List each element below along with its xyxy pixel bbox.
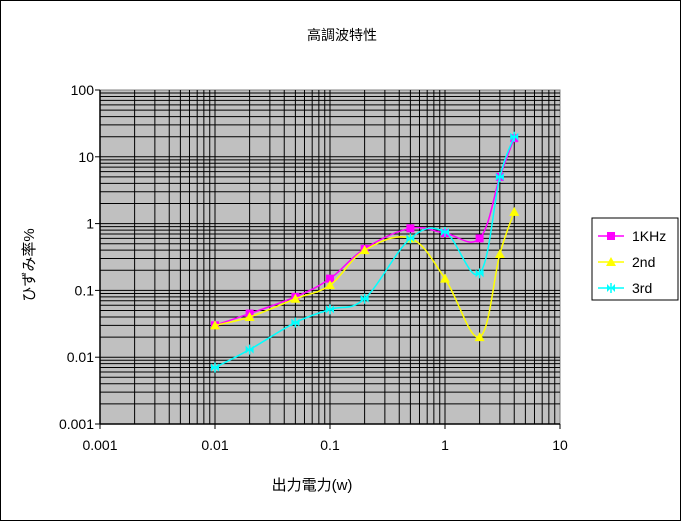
data-point bbox=[325, 280, 335, 290]
data-point bbox=[494, 249, 505, 259]
legend-item: 2nd bbox=[598, 254, 655, 270]
series-line bbox=[214, 211, 515, 338]
data-point bbox=[474, 332, 485, 342]
series-3 bbox=[211, 131, 519, 373]
legend-item: 3rd bbox=[598, 280, 652, 296]
legend-box bbox=[591, 217, 679, 301]
series-line bbox=[214, 136, 515, 369]
y-tick-label: 1 bbox=[86, 216, 94, 232]
legend-label: 3rd bbox=[632, 280, 652, 296]
chart-title: 高調波特性 bbox=[307, 27, 377, 43]
x-tick-label: 1 bbox=[441, 437, 449, 453]
y-tick-label: 0.01 bbox=[67, 349, 94, 365]
data-point bbox=[210, 320, 220, 330]
x-tick-label: 10 bbox=[552, 437, 568, 453]
x-tick-label: 0.1 bbox=[320, 437, 340, 453]
data-point bbox=[326, 274, 334, 283]
y-tick-label: 10 bbox=[78, 149, 94, 165]
data-point bbox=[607, 232, 615, 240]
x-axis-label: 出力電力(w) bbox=[272, 477, 353, 494]
data-point bbox=[606, 257, 616, 266]
data-point bbox=[290, 293, 301, 303]
data-point bbox=[475, 234, 484, 243]
x-tick-label: 0.001 bbox=[82, 437, 117, 453]
data-point bbox=[244, 311, 255, 321]
y-axis-label: ひずみ率% bbox=[21, 228, 38, 301]
series-line bbox=[214, 137, 515, 327]
x-tick-labels: 0.001 0.01 0.1 1 10 bbox=[82, 437, 568, 453]
y-tick-labels: 0.001 0.01 0.1 1 10 100 bbox=[59, 82, 94, 432]
legend: 1KHz 2nd 3rd bbox=[591, 217, 679, 301]
series-2 bbox=[210, 206, 520, 342]
data-point bbox=[359, 245, 370, 255]
legend-item: 1KHz bbox=[598, 228, 666, 244]
series-layer bbox=[210, 131, 520, 373]
y-tick-label: 0.1 bbox=[75, 282, 95, 298]
x-tick-label: 0.01 bbox=[201, 437, 228, 453]
legend-label: 1KHz bbox=[632, 228, 666, 244]
data-point bbox=[440, 273, 450, 283]
grid bbox=[99, 90, 560, 425]
data-point bbox=[406, 224, 415, 233]
data-point bbox=[509, 206, 520, 216]
y-tick-label: 0.001 bbox=[59, 416, 94, 432]
y-tick-label: 100 bbox=[71, 82, 95, 98]
legend-label: 2nd bbox=[632, 254, 655, 270]
axes bbox=[95, 89, 561, 429]
